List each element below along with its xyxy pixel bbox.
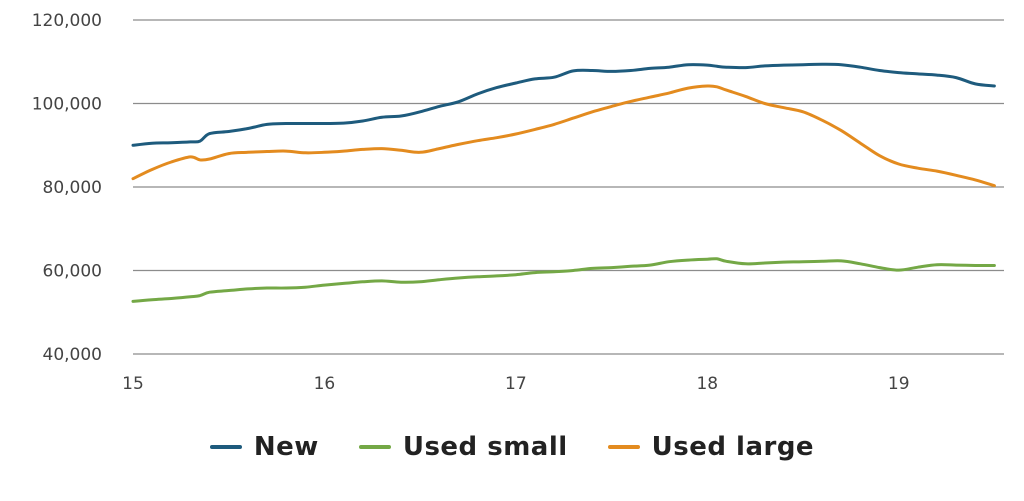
x-tick-label: 16 bbox=[314, 374, 336, 394]
x-tick-label: 15 bbox=[122, 374, 144, 394]
legend-label-used-large: Used large bbox=[651, 432, 815, 462]
y-tick-label: 40,000 bbox=[43, 345, 102, 365]
legend-swatch-new bbox=[209, 445, 242, 449]
y-tick-label: 80,000 bbox=[43, 178, 102, 198]
series-line-used-large bbox=[131, 84, 996, 188]
legend-label-used-small: Used small bbox=[402, 432, 568, 462]
y-tick-label: 60,000 bbox=[43, 262, 102, 282]
legend-item-new: New bbox=[209, 432, 319, 462]
x-axis-ticks: 15 16 17 18 19 bbox=[122, 374, 909, 394]
series-line-used-small bbox=[131, 257, 996, 303]
legend-label-new: New bbox=[253, 432, 319, 462]
legend-swatch-used-large bbox=[607, 445, 640, 449]
legend-swatch-used-small bbox=[358, 445, 391, 449]
legend-item-used-large: Used large bbox=[607, 432, 815, 462]
series-lines bbox=[131, 62, 996, 303]
x-tick-label: 19 bbox=[888, 374, 910, 394]
y-axis-ticks: 40,000 60,000 80,000 100,000 120,000 bbox=[32, 11, 102, 365]
series-line-new bbox=[131, 62, 996, 147]
grid-lines bbox=[133, 19, 1004, 355]
x-tick-label: 17 bbox=[505, 374, 527, 394]
x-tick-label: 18 bbox=[696, 374, 718, 394]
y-tick-label: 100,000 bbox=[32, 95, 102, 115]
legend-item-used-small: Used small bbox=[358, 432, 568, 462]
legend: New Used small Used large bbox=[0, 432, 1024, 462]
y-tick-label: 120,000 bbox=[32, 11, 102, 31]
